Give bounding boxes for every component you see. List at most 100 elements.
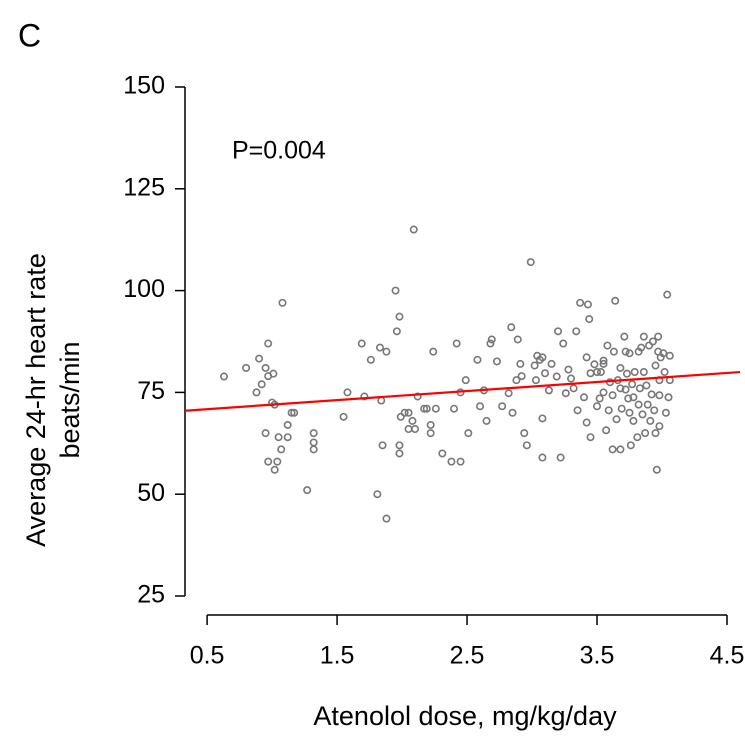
x-tick-label: 4.5 bbox=[710, 642, 745, 670]
point bbox=[264, 339, 273, 348]
point bbox=[620, 332, 629, 341]
point bbox=[559, 339, 568, 348]
point bbox=[621, 347, 630, 356]
y-tick-label: 75 bbox=[137, 377, 165, 405]
point bbox=[357, 339, 366, 348]
point bbox=[303, 486, 312, 495]
point bbox=[290, 408, 299, 417]
point bbox=[269, 369, 278, 378]
point bbox=[538, 414, 547, 423]
point bbox=[395, 449, 404, 458]
point bbox=[633, 433, 642, 442]
point bbox=[624, 394, 633, 403]
point bbox=[576, 298, 585, 307]
x-tick-label: 3.5 bbox=[580, 642, 615, 670]
point bbox=[616, 445, 625, 454]
point bbox=[360, 392, 369, 401]
point bbox=[252, 388, 261, 397]
point bbox=[408, 416, 417, 425]
point bbox=[582, 353, 591, 362]
point bbox=[648, 337, 657, 346]
point bbox=[409, 225, 418, 234]
point bbox=[625, 349, 634, 358]
point bbox=[582, 418, 591, 427]
point bbox=[642, 381, 651, 390]
point bbox=[561, 389, 570, 398]
point bbox=[638, 410, 647, 419]
point bbox=[343, 388, 352, 397]
point bbox=[647, 390, 656, 399]
point bbox=[626, 441, 635, 450]
point bbox=[431, 404, 440, 413]
point bbox=[599, 359, 608, 368]
point bbox=[382, 514, 391, 523]
point bbox=[283, 420, 292, 429]
point bbox=[616, 384, 625, 393]
point bbox=[602, 426, 611, 435]
point bbox=[629, 416, 638, 425]
point bbox=[572, 327, 581, 336]
point bbox=[612, 415, 621, 424]
point bbox=[650, 406, 659, 415]
point bbox=[264, 457, 273, 466]
point bbox=[270, 465, 279, 474]
point bbox=[609, 347, 618, 356]
point bbox=[661, 408, 670, 417]
point bbox=[476, 402, 485, 411]
point bbox=[400, 408, 409, 417]
point bbox=[652, 465, 661, 474]
point bbox=[426, 420, 435, 429]
point bbox=[498, 402, 507, 411]
point bbox=[420, 404, 429, 413]
point bbox=[621, 385, 630, 394]
point bbox=[643, 400, 652, 409]
point bbox=[567, 374, 576, 383]
point bbox=[377, 396, 386, 405]
point bbox=[242, 363, 251, 372]
point bbox=[554, 327, 563, 336]
point bbox=[634, 400, 643, 409]
point bbox=[629, 393, 638, 402]
point bbox=[273, 457, 282, 466]
point bbox=[604, 406, 613, 415]
point bbox=[482, 416, 491, 425]
point bbox=[426, 429, 435, 438]
point bbox=[616, 363, 625, 372]
point bbox=[544, 386, 553, 395]
point bbox=[599, 356, 608, 365]
point bbox=[639, 368, 648, 377]
point bbox=[599, 388, 608, 397]
y-tick-label: 50 bbox=[137, 479, 165, 507]
x-tick-label: 0.5 bbox=[190, 642, 225, 670]
x-tick-label: 1.5 bbox=[320, 642, 355, 670]
point bbox=[520, 429, 529, 438]
point bbox=[456, 457, 465, 466]
panel-label: C bbox=[18, 17, 41, 53]
point bbox=[257, 380, 266, 389]
point bbox=[261, 363, 270, 372]
point bbox=[382, 347, 391, 356]
point bbox=[541, 369, 550, 378]
point bbox=[452, 339, 461, 348]
annotation: P=0.004 bbox=[232, 137, 326, 165]
point bbox=[664, 393, 673, 402]
point bbox=[513, 335, 522, 344]
point bbox=[655, 391, 664, 400]
point bbox=[504, 389, 513, 398]
point bbox=[378, 441, 387, 450]
point bbox=[628, 380, 637, 389]
point bbox=[373, 490, 382, 499]
point bbox=[538, 453, 547, 462]
point bbox=[375, 343, 384, 352]
point bbox=[641, 429, 650, 438]
y-tick-label: 150 bbox=[123, 72, 165, 100]
point bbox=[508, 408, 517, 417]
point bbox=[404, 425, 413, 434]
point bbox=[665, 351, 674, 360]
point bbox=[586, 433, 595, 442]
point bbox=[552, 372, 561, 381]
point bbox=[663, 290, 672, 299]
y-axis-label: beats/min bbox=[55, 341, 85, 458]
point bbox=[608, 391, 617, 400]
point bbox=[659, 349, 668, 358]
